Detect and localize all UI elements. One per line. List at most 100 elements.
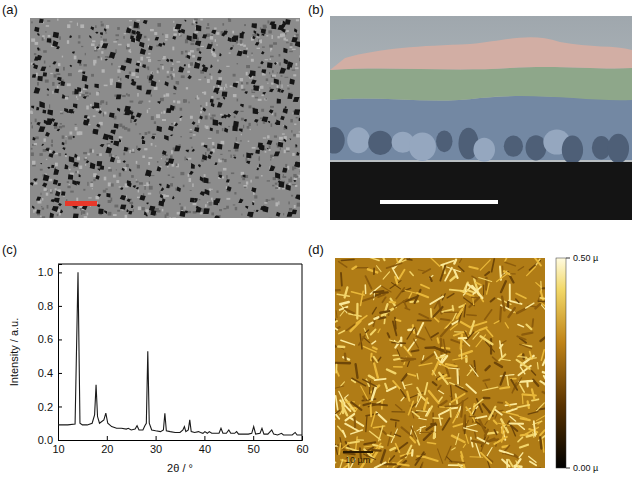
sem-grain [278,179,281,180]
sem-grain [167,71,169,74]
afm-crystal [416,396,421,406]
sem-grain [212,142,214,145]
sem-grain [101,51,103,54]
sem-grain [46,25,49,26]
sem-grain [211,76,213,80]
afm-crystal [335,386,344,388]
sem-grain [253,192,255,195]
afm-crystal [473,332,479,339]
grain-blue [504,136,523,157]
sem-grain [257,123,258,125]
x-tick-label: 20 [101,443,113,455]
sem-grain [98,56,100,58]
sem-grain [81,211,82,215]
afm-crystal [461,401,462,416]
sem-pore [251,23,256,28]
sem-grain [265,98,267,100]
sem-pore [146,203,149,205]
sem-pore [200,191,206,196]
afm-crystal [407,361,409,366]
sem-grain [136,76,139,78]
sem-grain [162,209,164,212]
afm-crystal [335,411,336,419]
sem-grain [139,133,141,134]
afm-crystal [472,286,482,298]
afm-crystal [365,285,367,293]
sem-pore [148,173,152,177]
sem-pore [206,43,212,49]
sem-pore [234,142,240,148]
sem-pore [278,142,283,148]
sem-pore [162,150,167,155]
sem-grain [31,122,32,124]
afm-crystal [543,352,545,365]
sem-grain [260,86,264,89]
sem-grain [154,121,156,124]
sem-pore [47,88,49,91]
sem-grain [224,87,225,90]
sem-grain [188,211,191,213]
afm-crystal [434,318,438,322]
sem-pore [136,31,141,36]
sem-grain [67,40,69,44]
sem-pore [260,144,265,150]
sem-pore [186,158,188,160]
sem-grain [45,79,49,82]
afm-crystal [465,424,476,427]
sem-pore [71,111,74,114]
sem-pore [253,108,258,114]
sem-grain [189,178,191,182]
afm-crystal [521,418,530,420]
sem-pore [142,139,145,144]
sem-grain [149,157,153,159]
afm-crystal [483,285,484,295]
sem-pore [243,175,246,178]
sem-grain [248,123,250,126]
sem-grain [155,145,157,146]
sem-grain [246,82,248,84]
sem-pore [260,61,264,65]
sem-grain [156,114,160,118]
sem-pore [267,62,273,68]
y-tick: 0.8 [38,300,62,312]
sem-grain [80,24,84,28]
sem-pore [77,87,81,92]
sem-grain [173,33,176,35]
afm-crystal [396,443,407,451]
sem-pore [116,94,122,99]
sem-grain [271,35,272,39]
sem-grain [92,40,95,42]
afm-crystal [359,336,365,345]
afm-crystal [461,322,471,327]
afm-crystal [342,443,350,449]
afm-crystal [339,262,347,267]
afm-crystal [405,308,410,310]
afm-crystal [485,430,488,436]
sem-pore [124,110,131,116]
afm-crystal [388,333,390,337]
y-tick-label: 1.0 [38,266,53,278]
sem-pore [34,87,41,94]
sem-pore [231,37,236,42]
sem-grain [163,56,166,59]
panel-label: (a) [2,2,18,17]
sem-pore [245,206,248,209]
sem-grain [172,163,175,166]
sem-pore [139,42,144,48]
sem-grain [294,123,296,125]
sem-pore [222,92,228,97]
afm-crystal [469,267,477,269]
sem-pore [276,212,281,217]
afm-crystal [393,321,397,335]
sem-grain [215,39,216,42]
afm-crystal [479,278,492,282]
sem-grain [192,183,193,187]
sem-pore [37,76,42,81]
sem-grain [194,31,198,33]
afm-crystal [536,413,545,421]
sem-grain [233,204,236,205]
y-tick-label: 0.6 [38,333,53,345]
sem-grain [184,207,185,210]
afm-crystal [434,426,436,437]
sem-pore [85,84,89,89]
